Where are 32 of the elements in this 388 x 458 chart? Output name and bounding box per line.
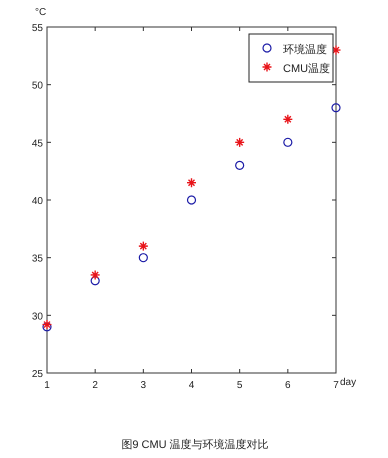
x-tick-label: 3 — [140, 380, 147, 391]
x-tick-label: 6 — [285, 380, 292, 391]
y-tick-label: 40 — [32, 196, 44, 207]
y-tick-label: 35 — [32, 254, 44, 265]
point — [234, 137, 245, 148]
point — [282, 114, 294, 124]
y-tick-label: 50 — [32, 80, 44, 92]
y-axis-title: °C — [35, 7, 46, 18]
point — [42, 319, 52, 330]
point — [138, 240, 149, 252]
point — [138, 253, 148, 262]
point — [186, 195, 196, 205]
point — [331, 103, 341, 112]
x-tick-label: 7 — [333, 380, 340, 391]
x-tick-label: 5 — [236, 380, 243, 391]
point — [283, 138, 292, 147]
legend-label: 环境温度 — [283, 43, 327, 56]
point — [90, 270, 100, 280]
y-tick-label: 45 — [32, 138, 44, 150]
y-tick-label: 55 — [32, 23, 44, 34]
y-tick-label: 30 — [32, 311, 44, 322]
x-tick-label: 2 — [92, 380, 98, 391]
point — [186, 178, 197, 188]
x-tick-label: 4 — [188, 380, 195, 391]
x-axis-title: day — [340, 377, 356, 388]
caption: 图9 CMU 温度与环境温度对比 — [121, 438, 269, 451]
legend-label: CMU温度 — [283, 62, 330, 75]
x-tick-label: 1 — [44, 380, 50, 391]
point — [235, 160, 244, 170]
y-tick-label: 25 — [32, 369, 44, 380]
point — [90, 276, 100, 286]
point — [42, 322, 52, 332]
